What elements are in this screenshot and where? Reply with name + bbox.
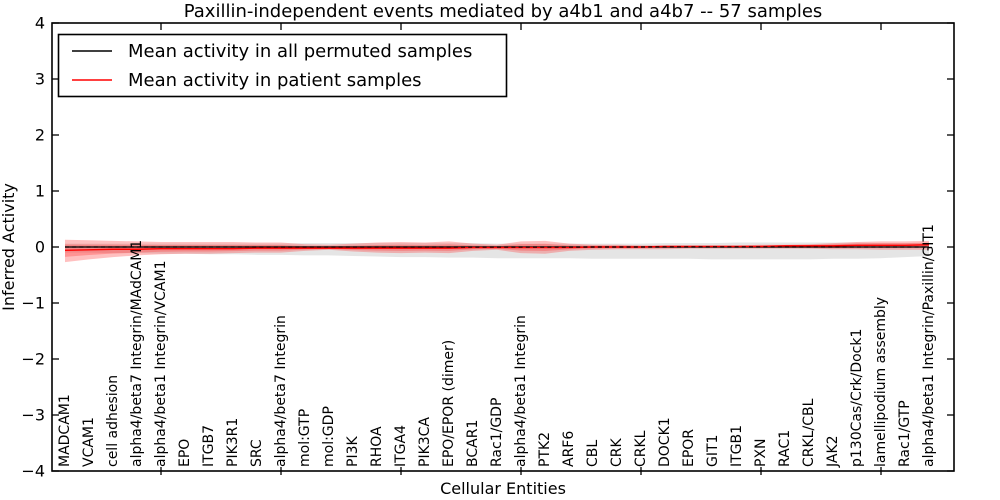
- x-category-label: mol:GDP: [321, 406, 337, 467]
- y-tick-label: 0: [35, 238, 45, 257]
- x-category-label: lamellipodium assembly: [873, 297, 889, 467]
- x-category-label: MADCAM1: [57, 394, 73, 467]
- x-category-label: CRK: [609, 437, 625, 467]
- y-tick-label: 4: [35, 14, 45, 33]
- x-category-label: ITGA4: [393, 425, 409, 467]
- chart-title: Paxillin-independent events mediated by …: [184, 1, 823, 22]
- legend: Mean activity in all permuted samples Me…: [57, 33, 508, 98]
- x-category-label: PI3K: [345, 436, 361, 467]
- x-category-label: CBL: [585, 440, 601, 467]
- y-tick-label: 2: [35, 126, 45, 145]
- x-category-label: cell adhesion: [105, 375, 121, 467]
- x-category-label: EPOR: [681, 429, 697, 467]
- y-tick-label: 3: [35, 70, 45, 89]
- x-category-label: PTK2: [537, 432, 553, 467]
- y-tick-label: −2: [21, 350, 45, 369]
- x-category-label: alpha4/beta7 Integrin: [273, 315, 289, 467]
- patient-std-band-outer: [65, 239, 929, 263]
- y-tick-label: 1: [35, 182, 45, 201]
- legend-box: [57, 33, 508, 98]
- y-tick-label: −4: [21, 462, 45, 481]
- mean-lines: [64, 244, 930, 252]
- x-category-label: ARF6: [561, 431, 577, 467]
- legend-label-permuted: Mean activity in all permuted samples: [128, 41, 472, 62]
- confidence-bands: [65, 239, 929, 263]
- x-category-label: Rac1/GDP: [489, 398, 505, 467]
- x-category-labels: MADCAM1 VCAM1 cell adhesion alpha4/beta7 In…: [57, 224, 937, 468]
- x-category-label: mol:GTP: [297, 409, 313, 467]
- x-category-label: alpha4/beta1 Integrin/Paxillin/GIT1: [921, 224, 937, 467]
- x-category-label: RAC1: [777, 430, 793, 467]
- x-category-label: ITGB7: [201, 425, 217, 467]
- x-category-label: alpha4/beta1 Integrin/VCAM1: [153, 261, 169, 468]
- x-category-label: DOCK1: [657, 417, 673, 467]
- x-category-label: CRKL/CBL: [801, 398, 817, 467]
- x-category-label: JAK2: [825, 435, 841, 468]
- x-category-label: PIK3R1: [225, 418, 241, 467]
- x-category-label: alpha4/beta1 Integrin: [513, 315, 529, 467]
- x-category-label: BCAR1: [465, 420, 481, 467]
- x-category-label: p130Cas/Crk/Dock1: [849, 329, 865, 467]
- x-category-label: alpha4/beta7 Integrin/MAdCAM1: [129, 240, 145, 467]
- x-category-label: EPO: [177, 439, 193, 467]
- x-category-label: VCAM1: [81, 417, 97, 467]
- y-tick-labels: −4 −3 −2 −1 0 1 2 3 4: [21, 14, 45, 481]
- x-axis-label: Cellular Entities: [440, 479, 566, 498]
- y-axis-label: Inferred Activity: [0, 183, 18, 311]
- x-category-label: RHOA: [369, 426, 385, 467]
- x-category-label: EPO/EPOR (dimer): [441, 340, 457, 467]
- y-tick-label: −1: [21, 294, 45, 313]
- x-category-label: Rac1/GTP: [897, 400, 913, 467]
- x-category-label: PIK3CA: [417, 417, 433, 467]
- x-category-label: CRKL: [633, 430, 649, 467]
- axis-ticks: [52, 22, 954, 475]
- x-category-label: PXN: [753, 438, 769, 467]
- x-category-label: GIT1: [705, 435, 721, 467]
- x-category-label: ITGB1: [729, 425, 745, 467]
- x-category-label: SRC: [249, 439, 265, 467]
- y-tick-label: −3: [21, 406, 45, 425]
- legend-label-patient: Mean activity in patient samples: [128, 70, 422, 91]
